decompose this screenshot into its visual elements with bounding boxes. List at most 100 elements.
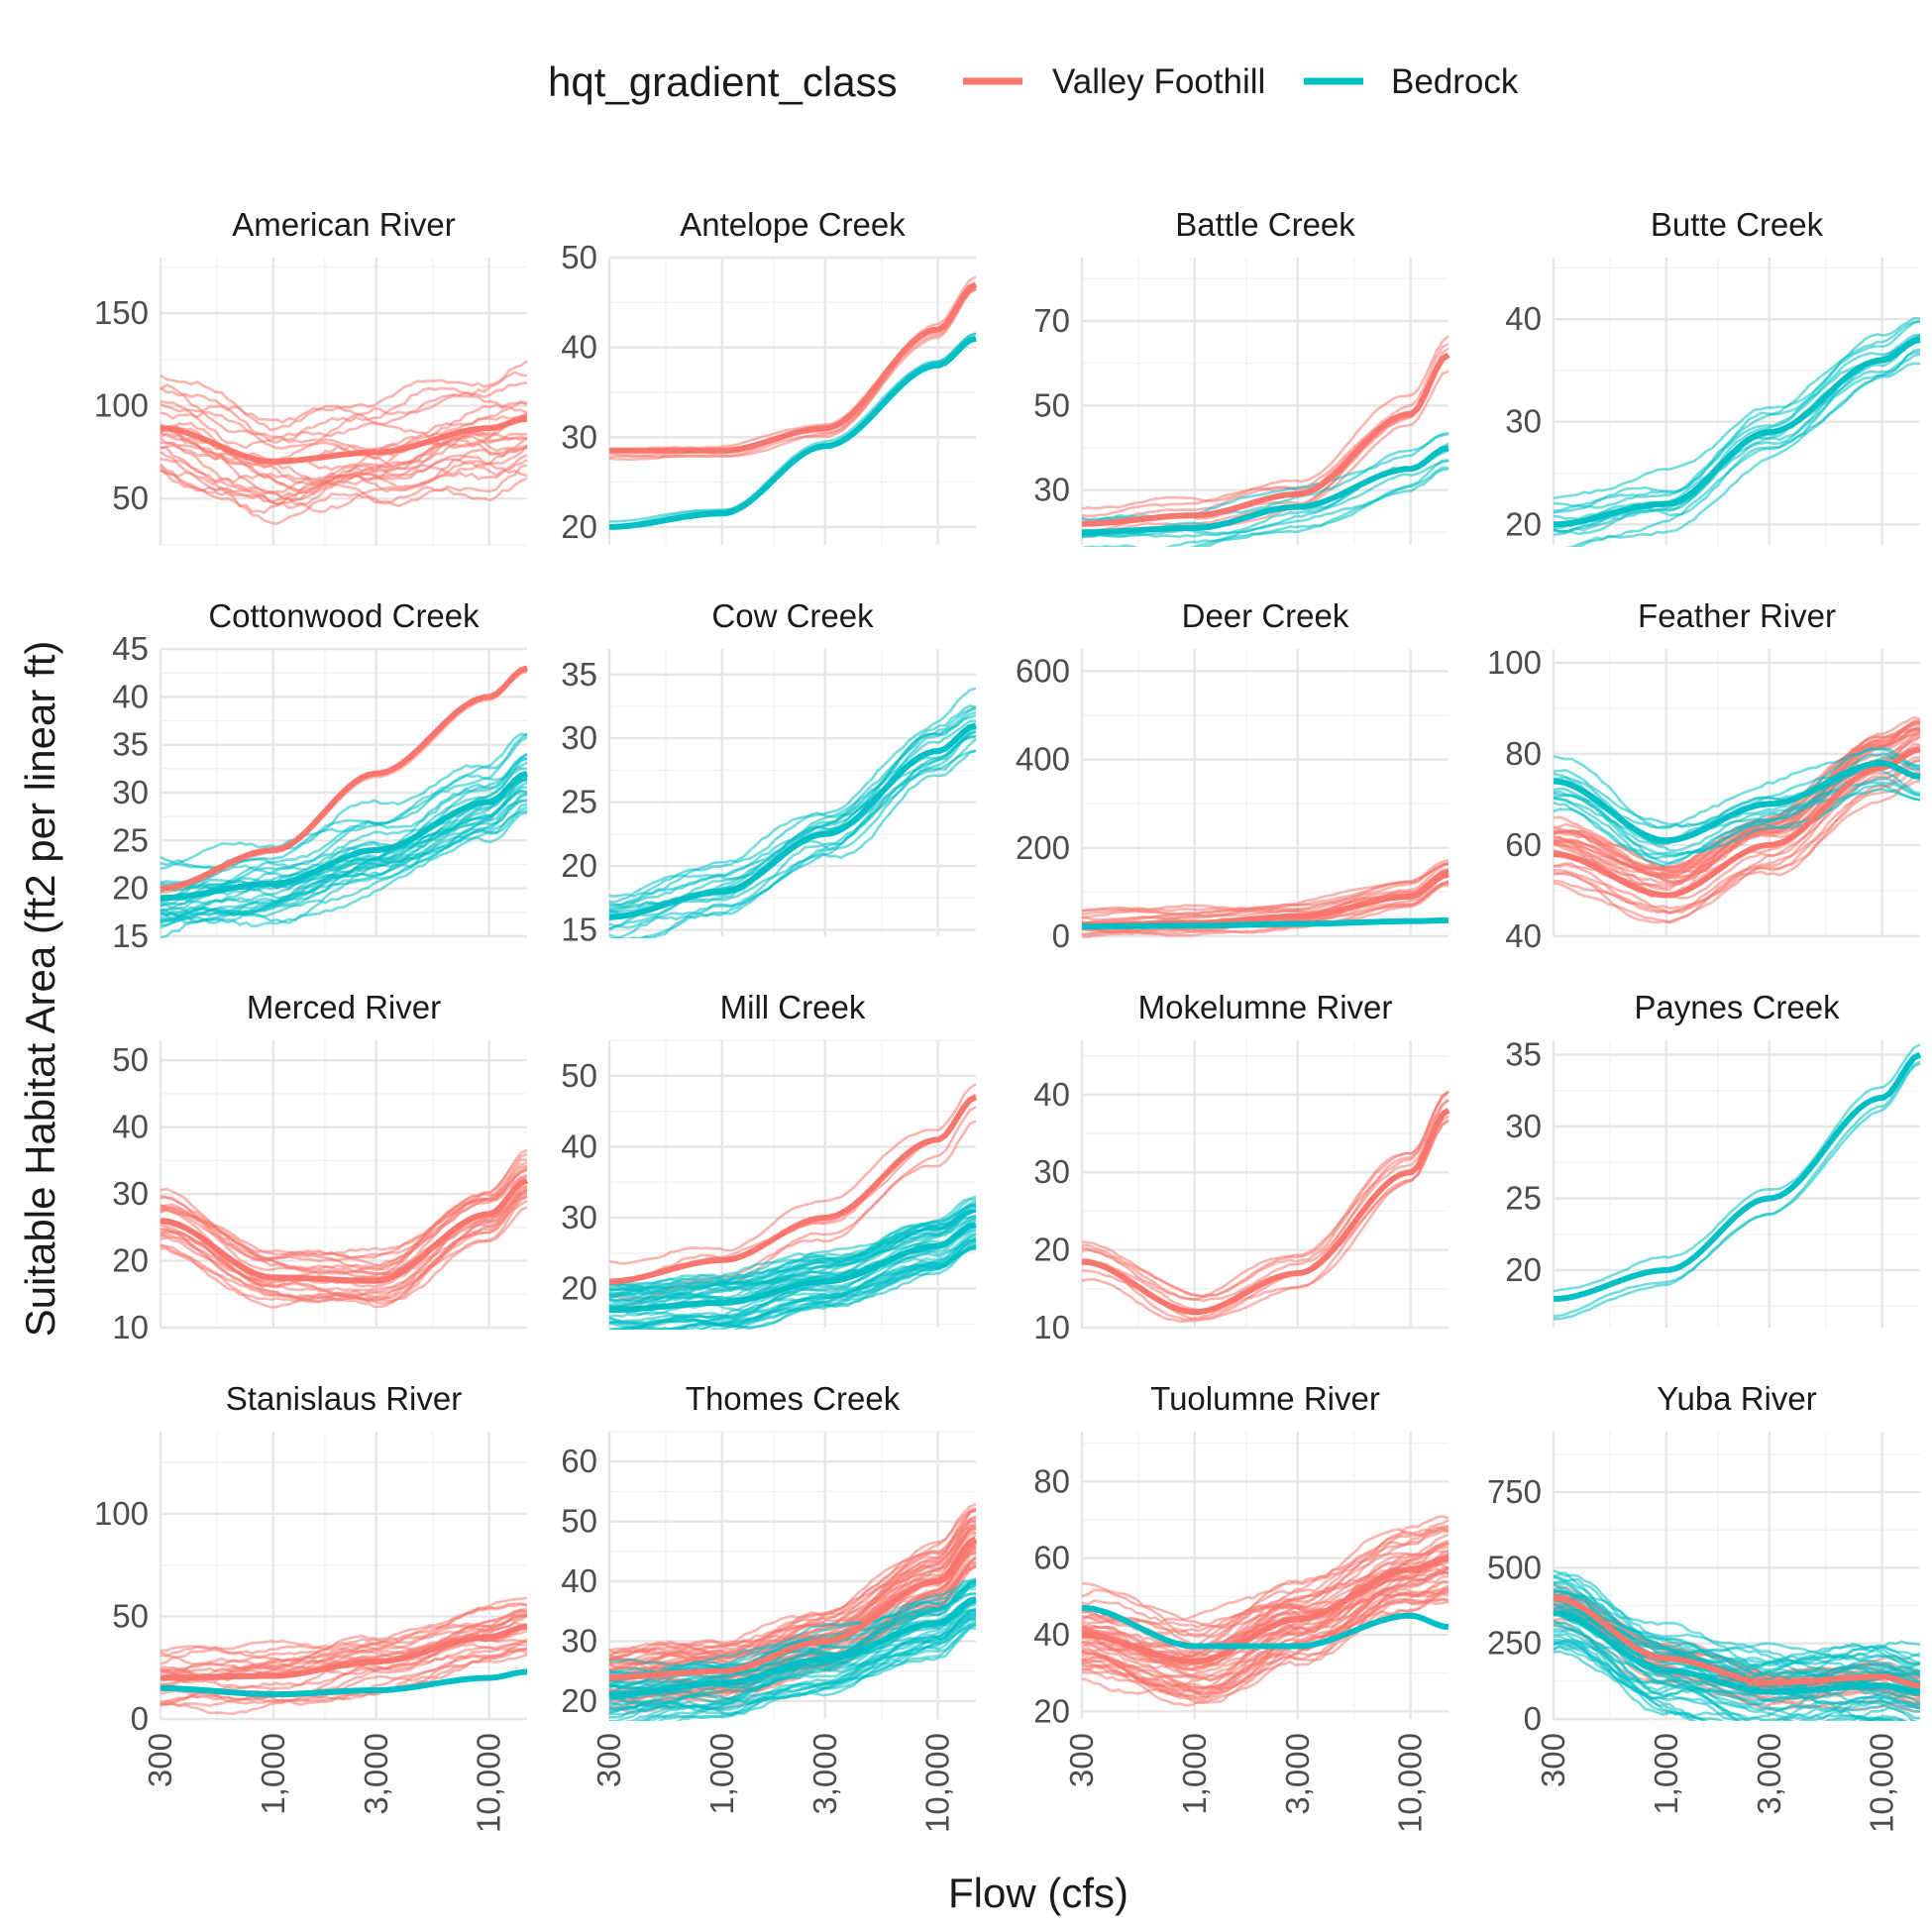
y-tick-label: 30 (112, 774, 149, 810)
y-tick-label: 20 (1033, 1692, 1070, 1729)
facet-title-merced-river: Merced River (247, 989, 441, 1025)
series-line-bedrock (160, 757, 528, 899)
x-tick-label: 10,000 (471, 1733, 507, 1833)
x-tick-label: 3,000 (1751, 1733, 1787, 1815)
series-line-bedrock (1553, 1060, 1921, 1318)
x-tick-label: 1,000 (703, 1733, 740, 1815)
series-line-valley-foothill (1081, 335, 1449, 510)
series-line-bedrock (1553, 1575, 1921, 1665)
y-tick-label: 60 (1033, 1540, 1070, 1576)
facet-title-thomes-creek: Thomes Creek (686, 1380, 901, 1417)
panel-tuolumne-river: Tuolumne River 300 1,000 3,000 10,000 20 40 60 8… (1033, 1380, 1449, 1833)
panel-butte-creek: Butte Creek 20 30 40 (1505, 206, 1921, 547)
series-line-valley-foothill (1081, 1090, 1449, 1299)
smooth-line-valley-foothill (160, 1177, 529, 1284)
series-line-bedrock (1553, 1620, 1921, 1708)
series-line-valley-foothill (1553, 770, 1921, 911)
y-tick-label: 15 (561, 912, 597, 948)
series-line-bedrock (657, 1622, 977, 1721)
series-line-valley-foothill (160, 400, 528, 461)
y-tick-label: 150 (94, 294, 149, 331)
smooth-line-bedrock (1553, 1610, 1921, 1695)
x-tick-label: 3,000 (1279, 1733, 1316, 1815)
series-line-valley-foothill (608, 1524, 977, 1672)
smooth-line-valley-foothill (1553, 1594, 1921, 1689)
y-tick-label: 10 (112, 1309, 149, 1345)
y-tick-label: 30 (561, 719, 597, 756)
panel-american-river: American River 50 100 150 (94, 206, 529, 546)
smooth-line-bedrock (1553, 336, 1921, 528)
y-tick-label: 100 (1487, 644, 1542, 681)
series-line-bedrock (1081, 431, 1449, 521)
series-group-feather-river (1553, 715, 1921, 924)
y-tick-label: 25 (561, 784, 597, 820)
series-group-thomes-creek (608, 1502, 978, 1721)
panel-feather-river: Feather River 40 60 80 100 (1487, 597, 1921, 954)
series-line-valley-foothill (1081, 1527, 1449, 1628)
y-tick-label: 600 (1016, 652, 1070, 689)
series-line-valley-foothill (1081, 354, 1449, 532)
y-tick-label: 200 (1016, 829, 1070, 866)
x-tick-label: 300 (1063, 1733, 1100, 1787)
series-line-bedrock (1553, 1591, 1921, 1671)
smooth-line-valley-foothill (161, 1623, 528, 1681)
facet-title-tuolumne-river: Tuolumne River (1150, 1380, 1380, 1417)
series-line-bedrock (1553, 1635, 1877, 1721)
series-line-bedrock (1553, 1581, 1921, 1666)
series-line-bedrock (608, 735, 977, 938)
smooth-line-bedrock (608, 1222, 977, 1314)
y-tick-label: 40 (112, 678, 149, 714)
facet-title-mokelumne-river: Mokelumne River (1138, 989, 1393, 1025)
series-line-valley-foothill (1081, 1597, 1449, 1707)
smooth-line-bedrock (1082, 916, 1449, 930)
series-line-valley-foothill (1553, 726, 1921, 869)
x-tick-label: 1,000 (1648, 1733, 1684, 1815)
x-tick-label: 1,000 (1176, 1733, 1213, 1815)
series-line-bedrock (609, 332, 977, 523)
series-line-bedrock (608, 1202, 977, 1293)
series-line-bedrock (608, 1232, 977, 1327)
y-tick-label: 500 (1487, 1549, 1542, 1585)
series-line-bedrock (1553, 1043, 1921, 1293)
y-tick-label: 20 (561, 847, 597, 884)
y-tick-label: 40 (561, 329, 597, 366)
y-tick-label: 25 (112, 821, 149, 858)
series-line-bedrock (160, 790, 528, 916)
y-tick-label: 400 (1016, 741, 1070, 778)
y-tick-label: 35 (1505, 1036, 1542, 1073)
y-tick-label: 40 (1033, 1076, 1070, 1113)
series-group-cottonwood-creek (160, 665, 528, 938)
y-tick-label: 45 (112, 630, 149, 667)
y-tick-label: 20 (561, 508, 597, 545)
y-tick-label: 50 (112, 1041, 149, 1078)
smooth-line-valley-foothill (609, 1537, 978, 1680)
smooth-line-bedrock (1553, 760, 1921, 844)
y-tick-label: 40 (112, 1109, 149, 1145)
y-tick-label: 100 (94, 387, 149, 424)
facet-title-battle-creek: Battle Creek (1175, 206, 1355, 243)
facet-title-paynes-creek: Paynes Creek (1634, 989, 1840, 1025)
y-tick-label: 0 (1052, 917, 1070, 954)
y-tick-label: 100 (94, 1495, 149, 1532)
x-tick-label: 300 (142, 1733, 178, 1787)
y-tick-label: 20 (561, 1270, 597, 1307)
facet-title-cow-creek: Cow Creek (711, 597, 874, 634)
smooth-line-bedrock (160, 770, 528, 902)
smooth-line-valley-foothill (609, 281, 978, 454)
series-line-valley-foothill (1081, 1591, 1449, 1702)
series-line-valley-foothill (1081, 862, 1449, 912)
y-tick-label: 30 (561, 1199, 597, 1235)
series-group-stanislaus-river (160, 1596, 528, 1716)
y-tick-label: 20 (1033, 1232, 1070, 1268)
smooth-line-valley-foothill (1081, 352, 1450, 527)
series-group-battle-creek (1081, 335, 1450, 547)
panel-cow-creek: Cow Creek 15 20 25 30 35 (561, 597, 977, 948)
series-line-valley-foothill (1081, 1099, 1449, 1303)
series-line-bedrock (160, 809, 528, 938)
x-tick-label: 10,000 (919, 1733, 956, 1833)
series-line-valley-foothill (1081, 1091, 1449, 1301)
series-line-bedrock (1553, 752, 1920, 829)
series-line-bedrock (1553, 1633, 1921, 1710)
series-line-bedrock (1081, 468, 1449, 547)
y-tick-label: 60 (1505, 826, 1542, 863)
